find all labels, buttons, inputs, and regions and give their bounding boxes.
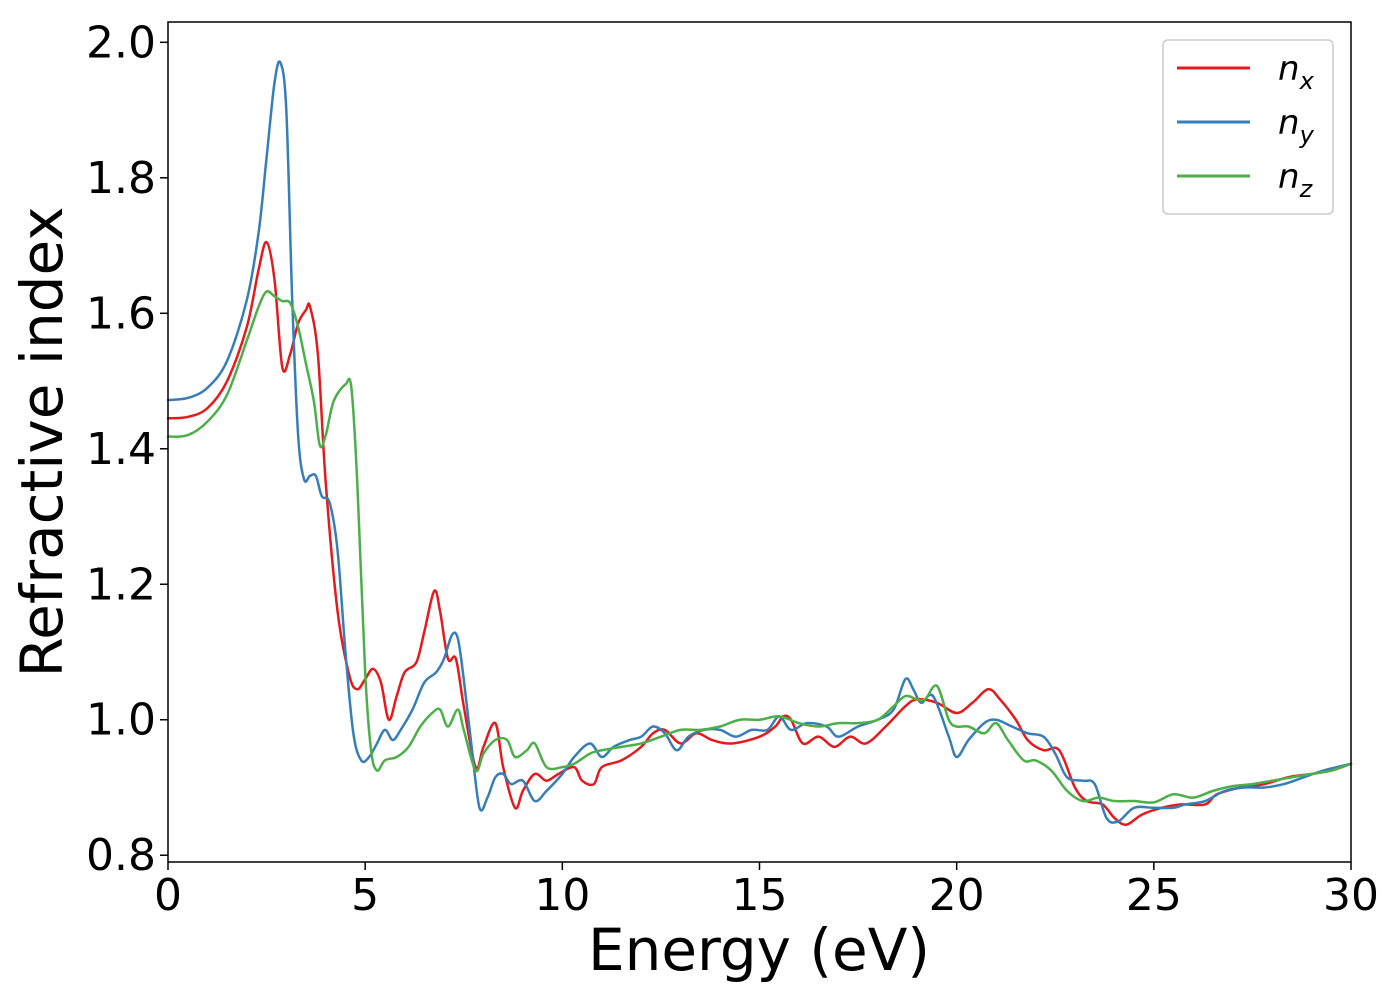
y-tick-label: 0.8 bbox=[86, 830, 156, 881]
legend-label-nz: nz bbox=[1278, 157, 1314, 203]
x-tick-label: 20 bbox=[929, 870, 985, 921]
x-tick-label: 15 bbox=[732, 870, 788, 921]
y-tick-label: 2.0 bbox=[86, 17, 156, 68]
x-tick-label: 0 bbox=[154, 870, 182, 921]
y-axis-ticks: 0.8 1.0 1.2 1.4 1.6 1.8 2.0 bbox=[86, 17, 168, 881]
x-tick-label: 5 bbox=[351, 870, 379, 921]
y-tick-label: 1.4 bbox=[86, 424, 156, 475]
x-tick-label: 25 bbox=[1126, 870, 1182, 921]
y-tick-label: 1.6 bbox=[86, 288, 156, 339]
legend-box bbox=[1162, 39, 1334, 215]
y-axis-title: Refractive index bbox=[8, 206, 76, 677]
series-lines bbox=[166, 60, 1353, 827]
y-tick-label: 1.8 bbox=[86, 153, 156, 204]
y-tick-label: 1.2 bbox=[86, 559, 156, 610]
x-axis-ticks: 0 5 10 15 20 25 30 bbox=[154, 862, 1379, 921]
series-line-nx bbox=[166, 240, 1353, 827]
x-tick-label: 30 bbox=[1323, 870, 1379, 921]
y-tick-label: 1.0 bbox=[86, 695, 156, 746]
x-axis-title: Energy (eV) bbox=[588, 916, 930, 984]
series-line-nz bbox=[166, 290, 1353, 804]
x-tick-label: 10 bbox=[534, 870, 590, 921]
series-line-ny bbox=[166, 60, 1353, 824]
